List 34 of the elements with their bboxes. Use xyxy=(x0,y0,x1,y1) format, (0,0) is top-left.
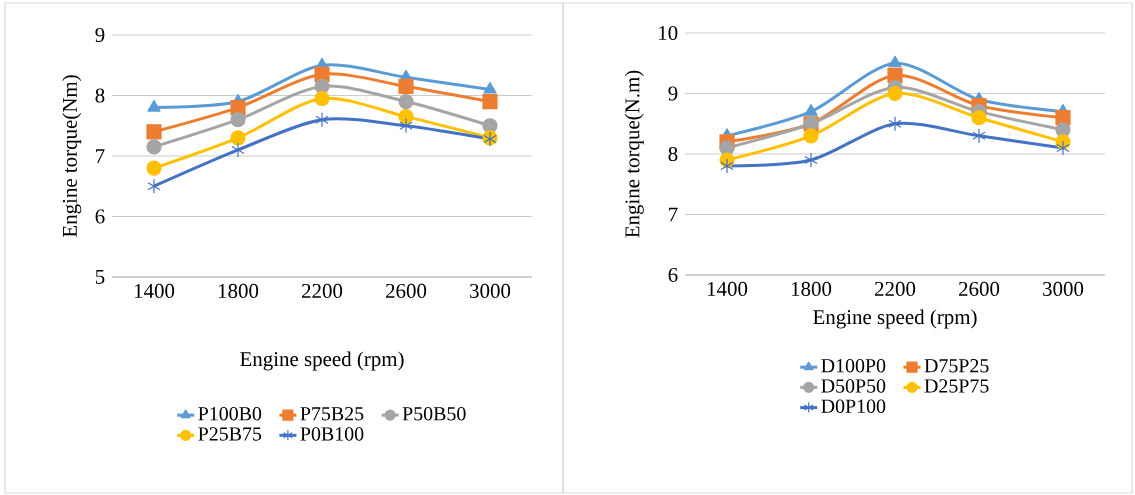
legend-label: P75B25 xyxy=(300,407,364,421)
x-tick-label: 1800 xyxy=(791,281,832,296)
legend-label: D75P25 xyxy=(924,359,989,373)
y-tick-label: 7 xyxy=(96,149,105,163)
y-tick-label: 5 xyxy=(95,270,105,284)
y-tick-label: 6 xyxy=(95,209,105,224)
y-tick-label: 9 xyxy=(95,27,105,43)
x-tick-label: 3000 xyxy=(470,283,511,298)
legend-label: D50P50 xyxy=(821,379,886,393)
x-axis-title: Engine speed (rpm) xyxy=(813,309,977,329)
legend-label: P25B75 xyxy=(198,427,262,441)
y-tick-label: 10 xyxy=(659,25,678,41)
y-axis-title: Engine torque(Nm) xyxy=(62,75,82,238)
x-tick-label: 2200 xyxy=(875,281,916,296)
y-tick-label: 8 xyxy=(95,88,105,103)
x-tick-label: 1400 xyxy=(134,283,175,298)
x-tick-label: 3000 xyxy=(1043,281,1084,296)
y-tick-label: 9 xyxy=(668,86,678,101)
legend-label: P0B100 xyxy=(300,427,364,441)
x-axis-title: Engine speed (rpm) xyxy=(240,351,404,371)
legend-label: D25P75 xyxy=(924,379,989,393)
y-tick-label: 7 xyxy=(669,207,678,222)
y-tick-label: 8 xyxy=(668,146,678,162)
y-axis-title: Engine torque(N.m) xyxy=(624,70,644,238)
x-tick-label: 2600 xyxy=(386,283,427,298)
legend-label: D0P100 xyxy=(821,399,886,413)
y-tick-label: 6 xyxy=(668,267,678,283)
x-tick-label: 1800 xyxy=(218,283,259,298)
legend-label: P50B50 xyxy=(402,407,466,421)
x-tick-label: 2200 xyxy=(302,283,343,298)
legend-label: D100P0 xyxy=(821,359,886,373)
x-tick-label: 1400 xyxy=(707,281,748,296)
legend-label: P100B0 xyxy=(198,407,262,421)
x-tick-label: 2600 xyxy=(959,281,1000,296)
